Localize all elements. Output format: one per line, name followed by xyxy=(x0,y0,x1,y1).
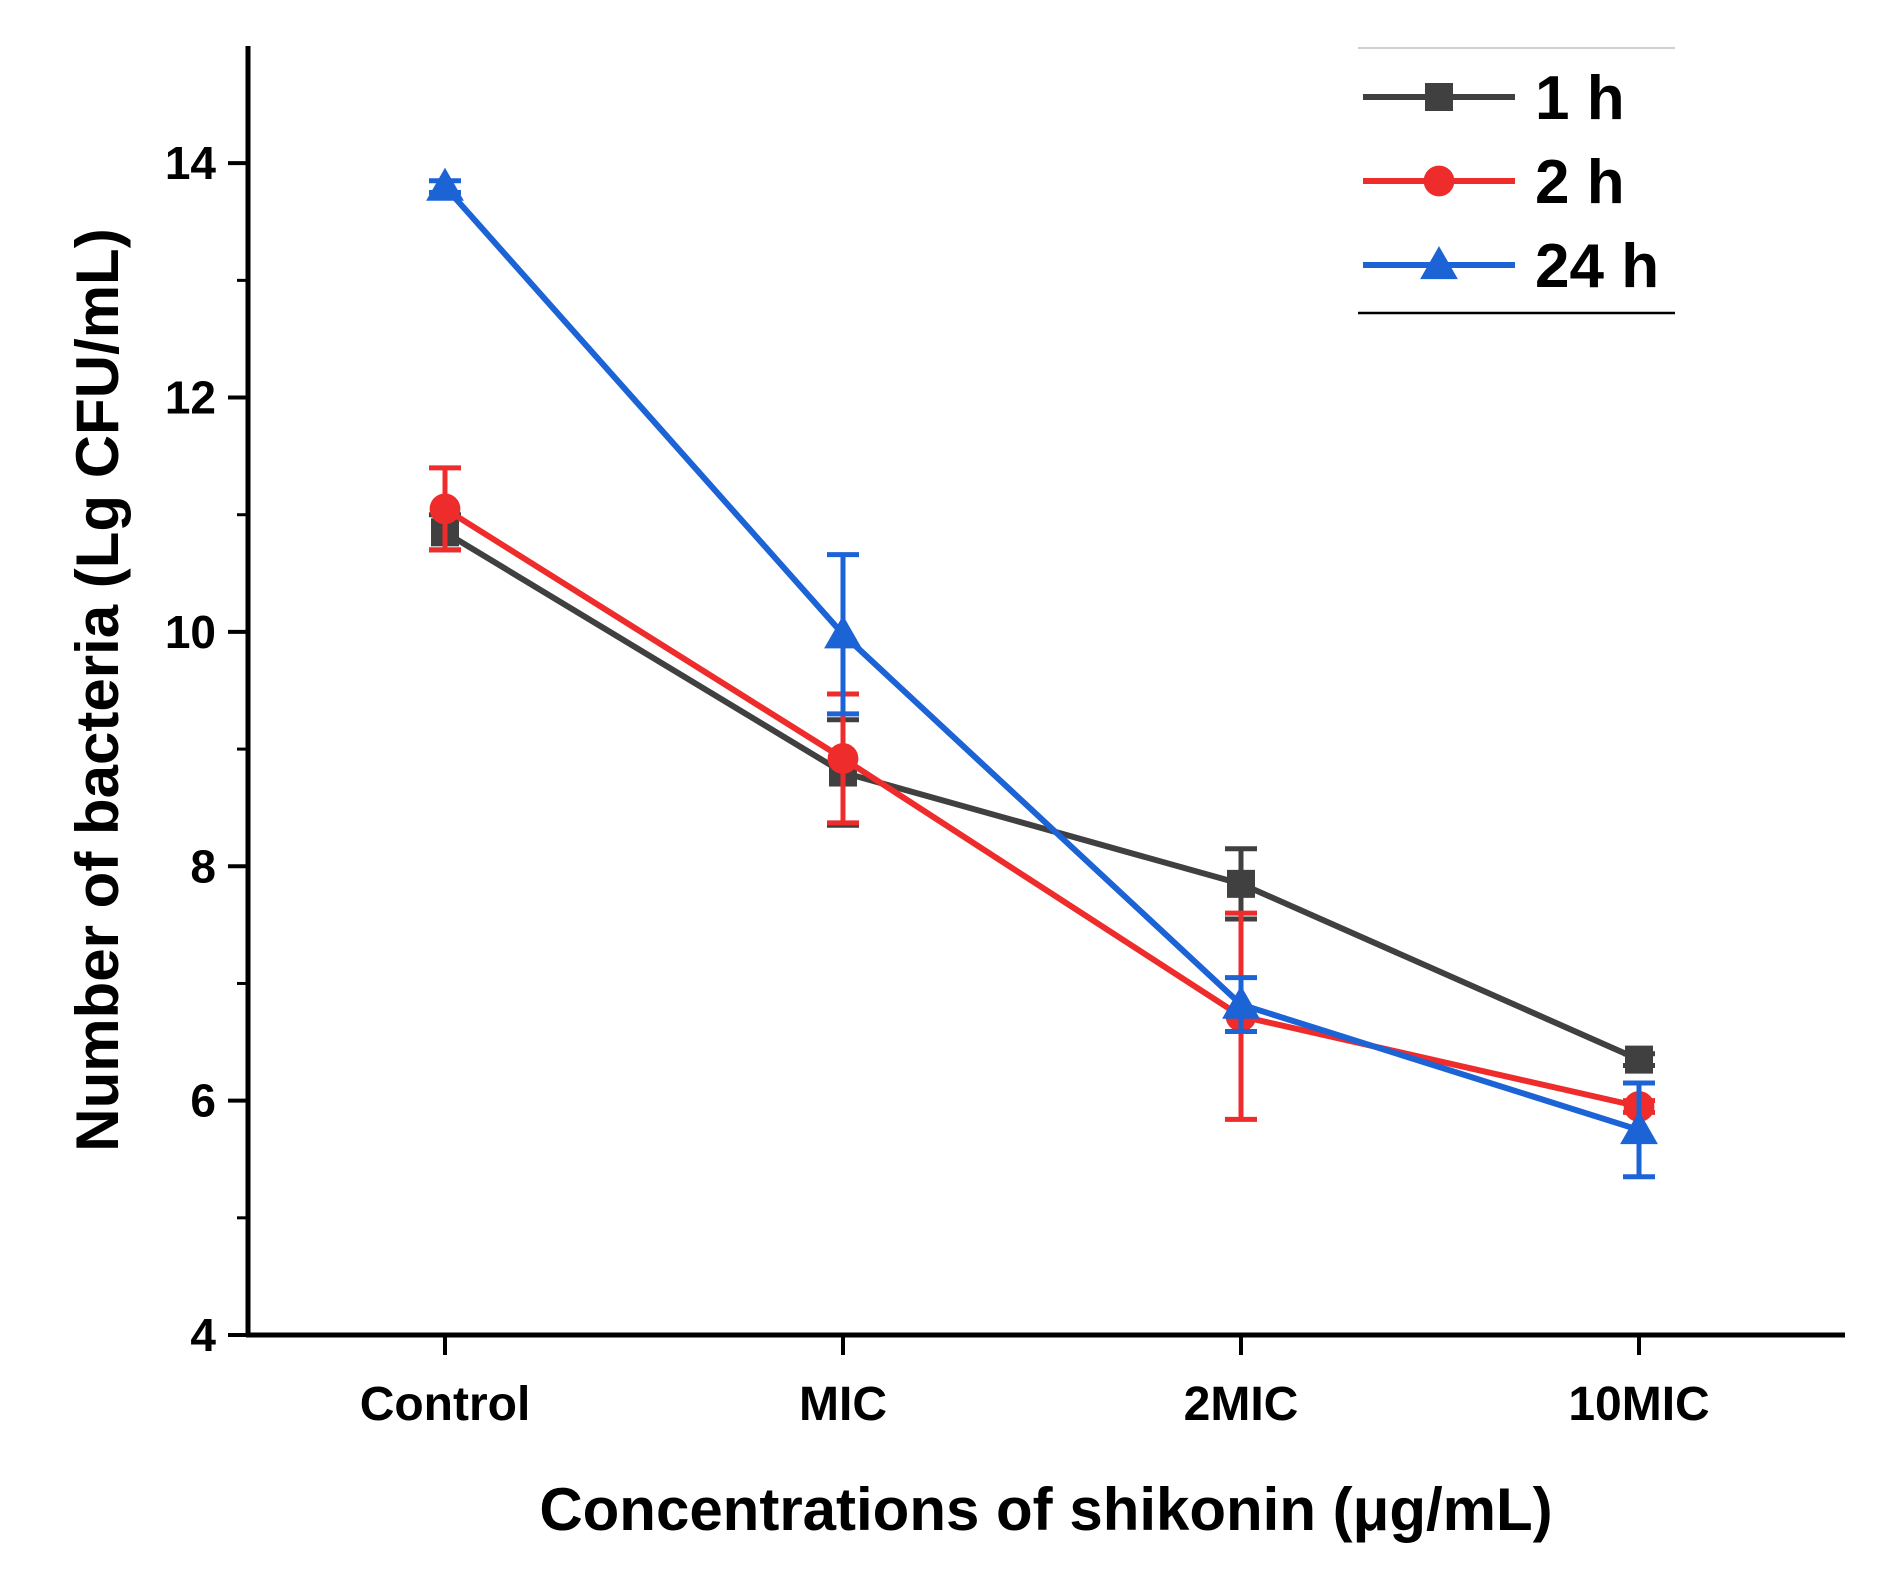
data-point xyxy=(426,167,464,201)
x-axis-ticks: Control MIC 2MIC 10MIC xyxy=(360,1335,1710,1431)
y-tick-label: 12 xyxy=(165,372,216,424)
legend: 1 h 2 h 24 h xyxy=(1358,47,1675,315)
x-axis-title: Concentrations of shikonin (μg/mL) xyxy=(539,1476,1552,1543)
data-point xyxy=(1625,1045,1653,1074)
data-point xyxy=(429,493,461,525)
x-tick-label-mic: MIC xyxy=(799,1378,887,1431)
data-point xyxy=(1620,1111,1658,1145)
legend-marker xyxy=(1425,83,1453,111)
y-tick-label: 14 xyxy=(165,137,217,189)
legend-item-2h: 2 h xyxy=(1363,148,1625,217)
series-24h xyxy=(426,167,1658,1180)
y-axis-title: Number of bacteria (Lg CFU/mL) xyxy=(64,228,131,1151)
series-line xyxy=(443,529,1641,1063)
y-tick-label: 8 xyxy=(190,840,216,892)
y-axis-ticks: 4 6 8 10 12 14 xyxy=(165,137,248,1361)
x-tick-label-control: Control xyxy=(360,1378,531,1431)
legend-label: 2 h xyxy=(1535,148,1625,217)
legend-marker xyxy=(1420,246,1458,280)
legend-marker xyxy=(1423,165,1455,197)
data-point xyxy=(1222,985,1260,1019)
y-tick-label: 6 xyxy=(190,1075,216,1127)
legend-label: 1 h xyxy=(1535,64,1625,133)
x-tick-label-2mic: 2MIC xyxy=(1184,1378,1299,1431)
legend-item-24h: 24 h xyxy=(1363,232,1659,301)
y-tick-label: 10 xyxy=(165,606,216,658)
data-point xyxy=(824,615,862,649)
data-point xyxy=(827,743,859,774)
y-tick-label: 4 xyxy=(190,1309,216,1361)
legend-item-1h: 1 h xyxy=(1363,64,1625,133)
series-layer xyxy=(426,167,1658,1180)
x-tick-label-10mic: 10MIC xyxy=(1568,1378,1709,1431)
series-line xyxy=(443,506,1640,1110)
legend-label: 24 h xyxy=(1535,232,1659,301)
series-line xyxy=(442,184,1640,1133)
data-point xyxy=(1227,869,1255,898)
